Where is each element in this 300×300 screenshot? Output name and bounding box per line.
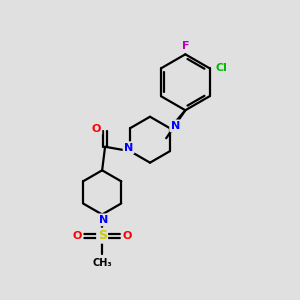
Text: Cl: Cl <box>216 63 228 73</box>
Text: O: O <box>122 231 132 241</box>
Text: N: N <box>171 121 180 131</box>
Text: S: S <box>98 229 106 242</box>
Text: F: F <box>182 41 189 51</box>
Text: N: N <box>99 215 108 225</box>
Text: CH₃: CH₃ <box>92 258 112 268</box>
Text: N: N <box>124 142 133 153</box>
Text: O: O <box>73 231 82 241</box>
Text: O: O <box>92 124 101 134</box>
